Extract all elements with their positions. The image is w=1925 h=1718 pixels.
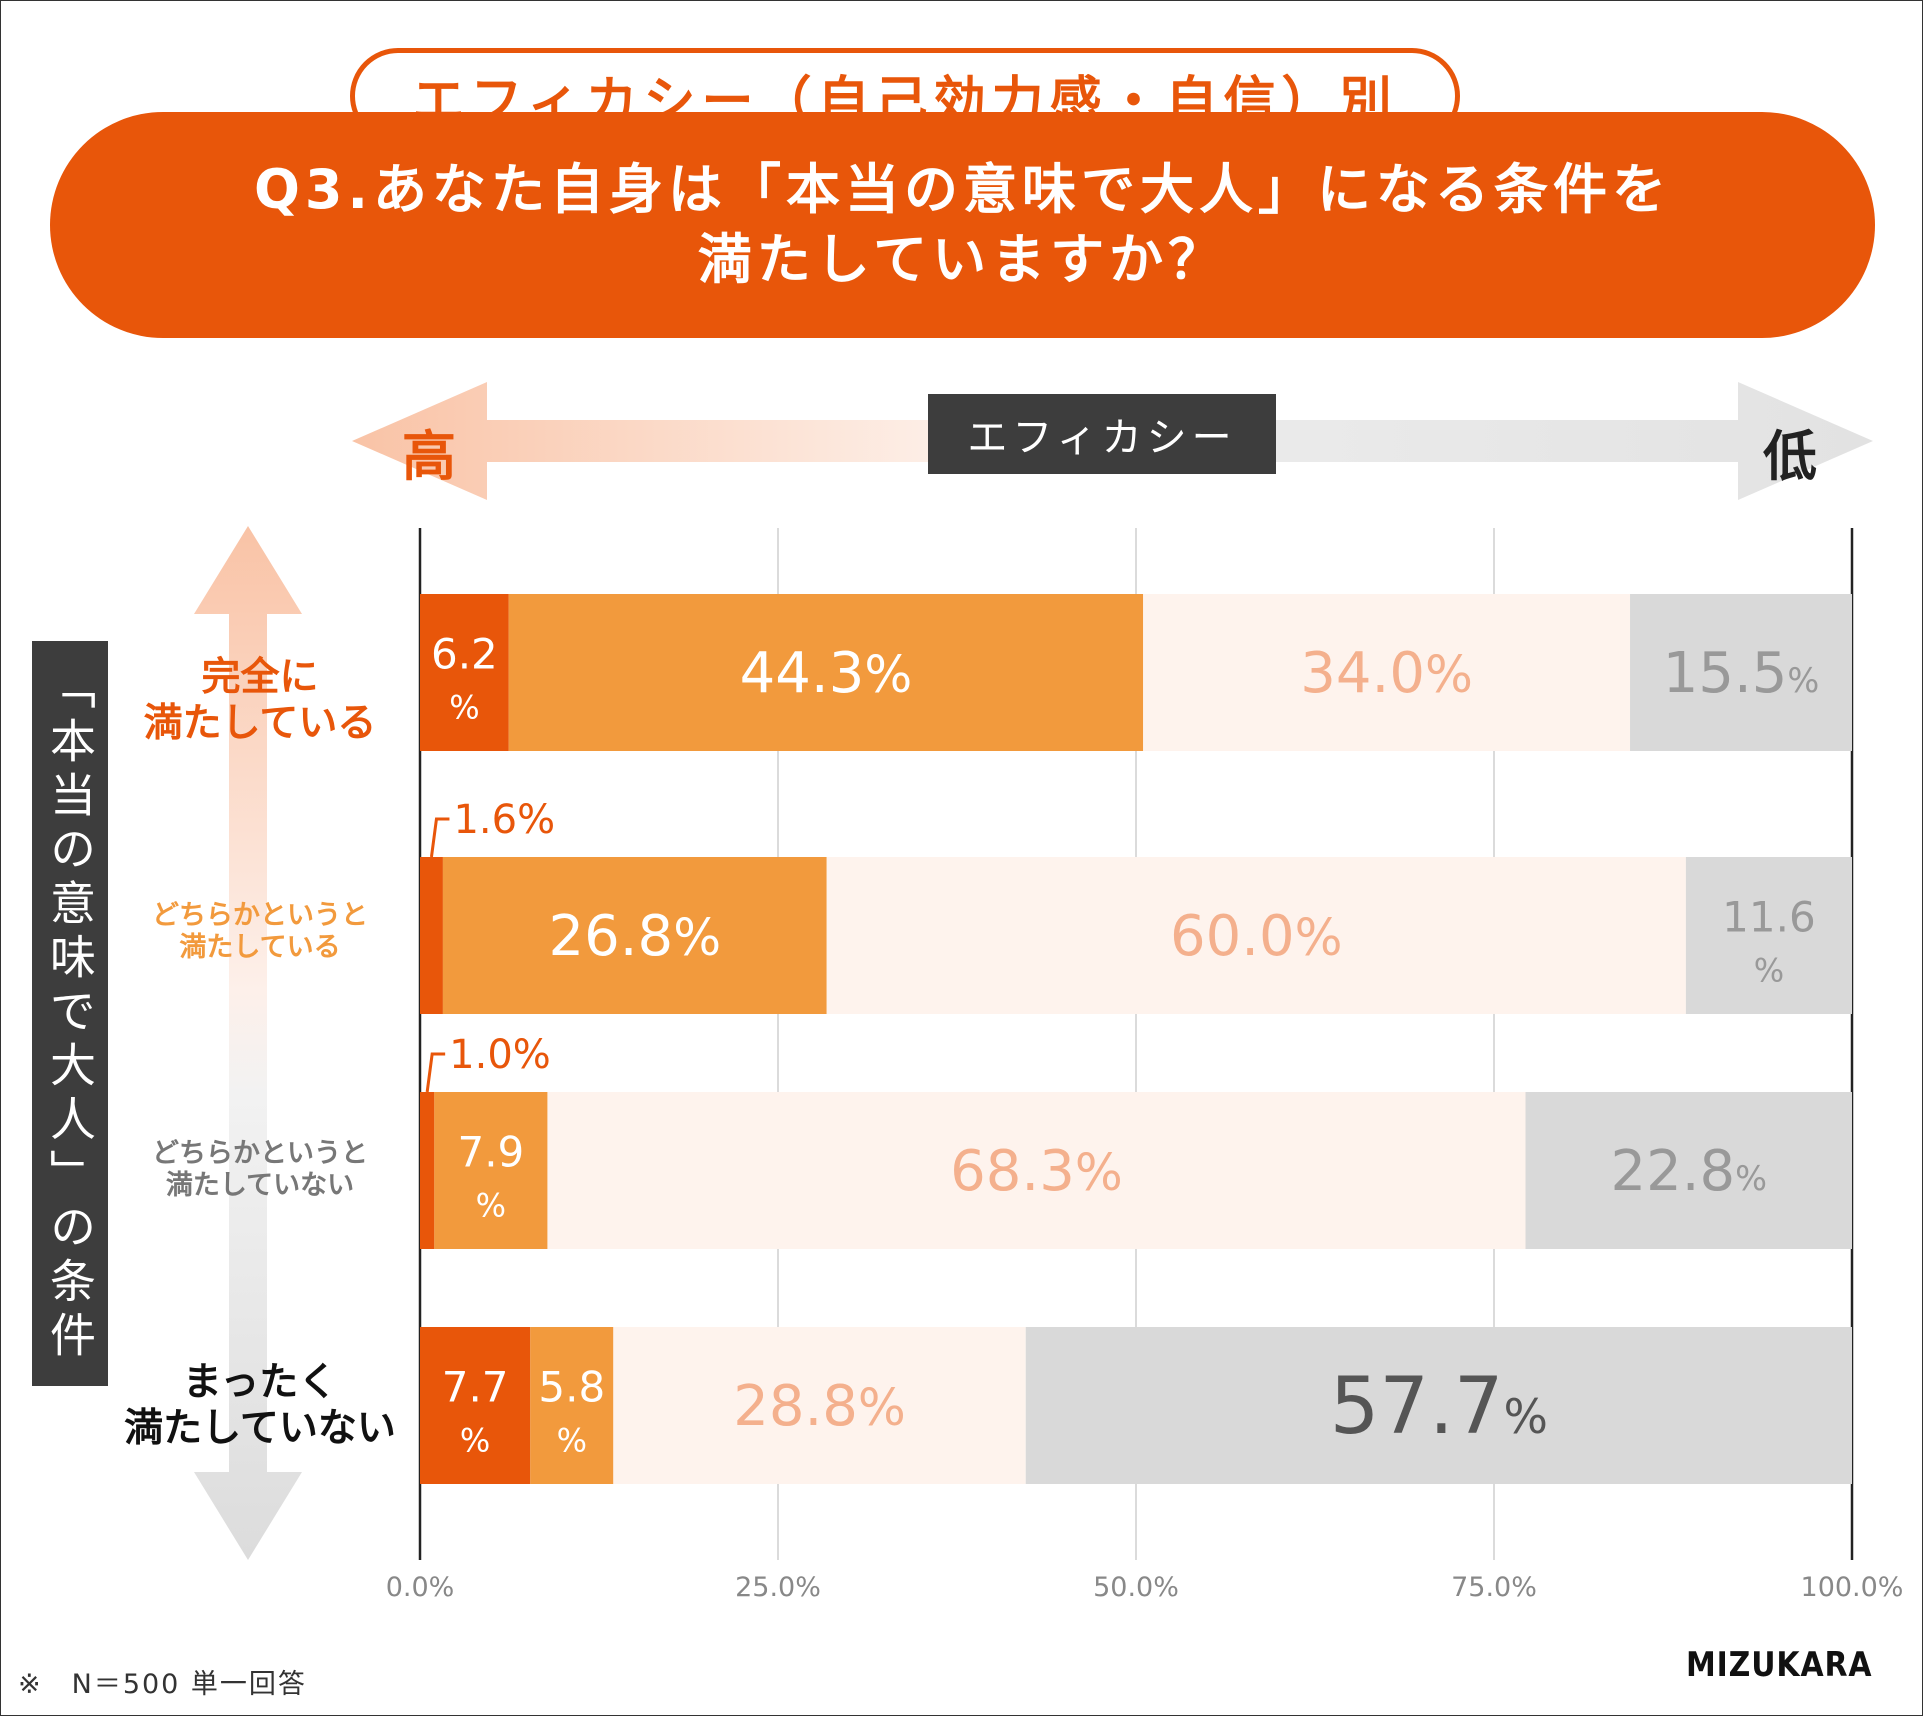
bar-segment — [1525, 1092, 1852, 1249]
callout-leader — [425, 1052, 446, 1093]
bar-value-label-unit: % — [1754, 952, 1784, 990]
bar-callout-label: 1.6% — [453, 797, 555, 843]
bar-callout-label: 1.0% — [449, 1032, 551, 1078]
bar-value-label: 26.8% — [549, 904, 722, 969]
efficacy-low-label: 低 — [1763, 425, 1817, 488]
category-label-line: 満たしている — [179, 931, 341, 963]
category-label: まったく 満たしていない — [110, 1360, 410, 1452]
bar-segment — [1685, 857, 1852, 1014]
question-line-1: Q3.あなた自身は「本当の意味で大人」になる条件を — [254, 157, 1671, 221]
category-label-line: 満たしていない — [165, 1169, 355, 1201]
bar-segment — [442, 857, 827, 1014]
bar-segment — [508, 594, 1144, 751]
bar-segment — [613, 1327, 1026, 1484]
bar-value-label-unit: % — [460, 1422, 490, 1460]
bar-value-label: 22.8% — [1610, 1139, 1767, 1204]
category-label-line: まったく — [182, 1360, 338, 1405]
bar-segment — [547, 1092, 1526, 1249]
bar-value-label: 44.3% — [740, 641, 913, 706]
vertical-axis-label-text: 「本当の意味で大人」の条件 — [43, 662, 97, 1365]
bar-value-label: 57.7% — [1330, 1362, 1548, 1452]
bar-segment — [420, 1092, 435, 1249]
category-label-line: 完全に — [201, 655, 319, 700]
category-label-line: 満たしていない — [124, 1406, 396, 1452]
bar-segment — [1143, 594, 1631, 751]
x-tick-label: 0.0% — [385, 1572, 455, 1603]
vertical-axis-label: 「本当の意味で大人」の条件 — [32, 641, 108, 1386]
bar-segment — [434, 1092, 548, 1249]
x-tick-label: 100.0% — [1800, 1572, 1904, 1603]
bar-value-label: 28.8% — [733, 1374, 906, 1439]
efficacy-high-label: 高 — [402, 425, 456, 488]
question-banner: Q3.あなた自身は「本当の意味で大人」になる条件を 満たしていますか？ — [50, 112, 1875, 338]
question-line-2: 満たしていますか？ — [697, 228, 1228, 291]
efficacy-label-text: エフィカシー — [967, 415, 1237, 461]
bar-value-label: 5.8 — [538, 1363, 605, 1412]
condition-arrow — [194, 526, 302, 1560]
bar-value-label-unit: % — [449, 689, 479, 727]
footnote: ※ N＝500 単一回答 — [18, 1669, 307, 1700]
x-tick-label: 25.0% — [735, 1572, 821, 1603]
bar-segment — [1025, 1327, 1852, 1484]
category-label: 完全に 満たしている — [110, 655, 410, 747]
bar-segment — [420, 1327, 531, 1484]
bar-value-label: 34.0% — [1300, 641, 1473, 706]
brand-logo: MIZUKARA — [1682, 1635, 1892, 1695]
brand-logo-text: MIZUKARA — [1686, 1645, 1873, 1685]
bar-value-label-unit: % — [476, 1187, 506, 1225]
bar-value-label: 7.7 — [442, 1363, 509, 1412]
bar-segment — [1630, 594, 1852, 751]
bar-segment — [420, 594, 509, 751]
bar-value-label-unit: % — [557, 1422, 587, 1460]
bar-segment — [420, 857, 443, 1014]
bar-value-label: 60.0% — [1170, 904, 1343, 969]
bar-value-label: 15.5% — [1663, 641, 1820, 706]
category-label: どちらかというと 満たしている — [110, 900, 410, 964]
category-label-line: 満たしている — [143, 701, 377, 747]
bar-value-label: 11.6 — [1722, 893, 1816, 942]
category-label-line: どちらかというと — [152, 900, 368, 931]
x-tick-label: 75.0% — [1451, 1572, 1537, 1603]
efficacy-label: エフィカシー — [928, 394, 1276, 474]
bar-value-label: 68.3% — [950, 1139, 1123, 1204]
x-tick-label: 50.0% — [1093, 1572, 1179, 1603]
bar-segment — [826, 857, 1686, 1014]
category-label: どちらかというと 満たしていない — [110, 1138, 410, 1202]
category-label-line: どちらかというと — [152, 1138, 368, 1169]
bar-segment — [530, 1327, 614, 1484]
callout-leader — [429, 817, 450, 858]
bar-value-label: 6.2 — [431, 630, 498, 679]
bar-value-label: 7.9 — [457, 1128, 524, 1177]
